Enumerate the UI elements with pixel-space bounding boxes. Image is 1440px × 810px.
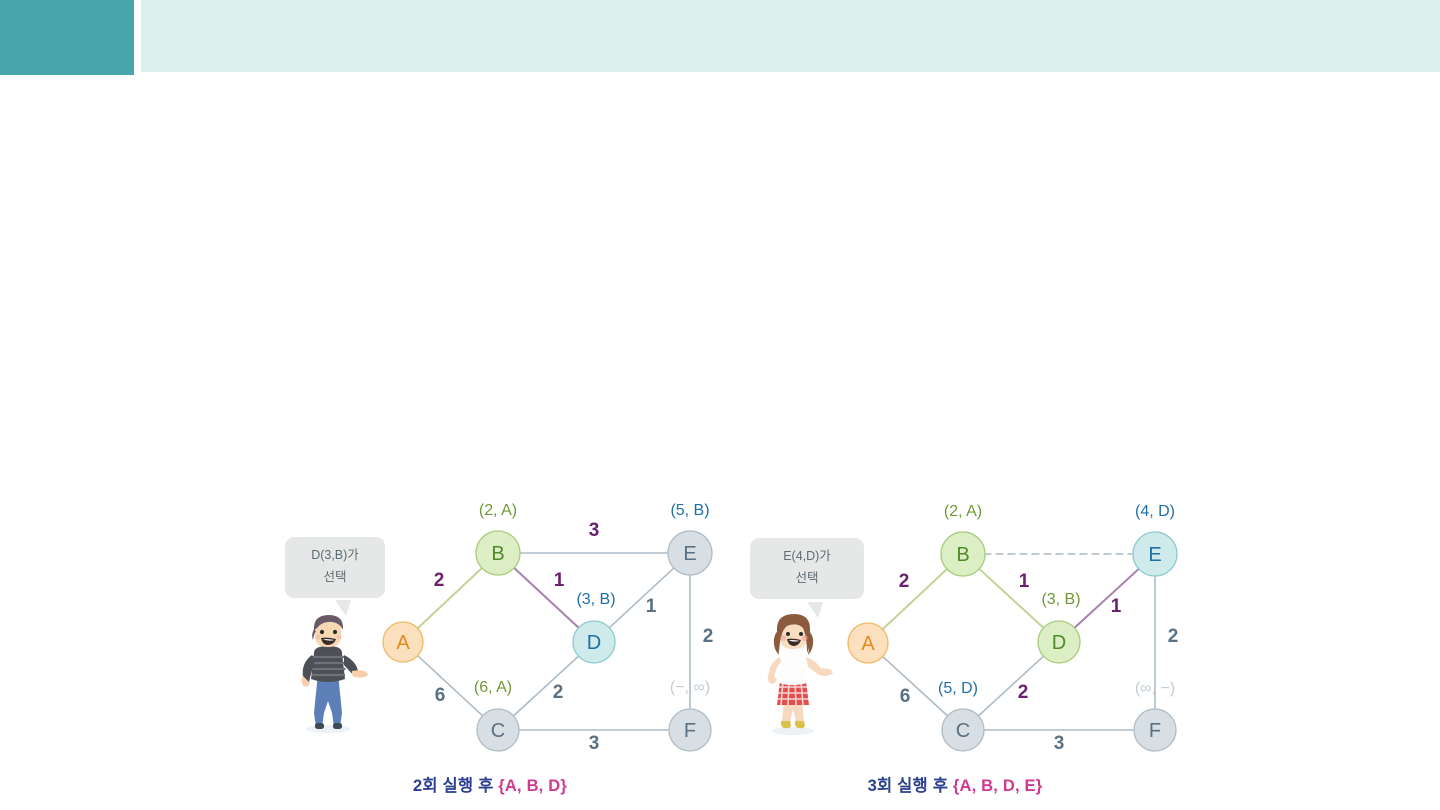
edge-weight-a-b: 2 [899, 571, 910, 592]
graph-node-d: D [572, 620, 616, 664]
graph-node-f: F [668, 708, 712, 752]
edge-weight-b-d: 1 [554, 570, 565, 591]
caption-visited-set: {A, B, D} [498, 777, 567, 795]
graph-node-b: B [475, 530, 521, 576]
node-distance-label-f: (−, ∞) [670, 679, 710, 696]
graph-node-e: E [1132, 531, 1178, 577]
graph-node-label-b: B [491, 543, 504, 565]
edge-weight-c-d: 2 [1018, 682, 1029, 703]
graph-node-label-b: B [956, 544, 969, 566]
graph-node-label-f: F [684, 720, 696, 742]
edge-weight-c-d: 2 [553, 682, 564, 703]
graph-node-a: A [847, 622, 889, 664]
caption-iteration-text: 2회 실행 후 [413, 777, 499, 795]
edge-weight-d-e: 1 [1111, 596, 1122, 617]
edge-weight-c-f: 3 [589, 733, 600, 754]
node-distance-label-c: (5, D) [938, 680, 978, 697]
speech-bubble-tail [335, 600, 351, 616]
edge-weight-b-e: 3 [589, 520, 600, 541]
graph-edge-b-d [977, 567, 1046, 630]
graph-node-label-d: D [587, 632, 601, 654]
graph-node-c: C [476, 708, 520, 752]
dijkstra-step-panel-2: 2 6 3 1 2 3 1 2 (2, A) (6, A) (3, B) (5, B) (−, ∞) A B… [260, 75, 740, 810]
panel-caption: 2회 실행 후 {A, B, D} [413, 772, 567, 796]
speech-bubble-line-1: D(3,B)가 [311, 548, 359, 562]
graph-node-f: F [1133, 708, 1177, 752]
graph-node-label-c: C [491, 720, 505, 742]
slide-content: 2 6 3 1 2 3 1 2 (2, A) (6, A) (3, B) (5, B) (−, ∞) A B… [0, 75, 1440, 810]
graph-node-label-a: A [396, 632, 410, 654]
node-distance-label-f: (∞, −) [1135, 680, 1175, 697]
edge-weight-e-f: 2 [703, 626, 714, 647]
graph-edge-d-e [607, 566, 676, 630]
speech-bubble-line-2: 선택 [795, 570, 819, 585]
edge-weight-a-c: 6 [900, 686, 911, 707]
graph-node-label-c: C [956, 720, 970, 742]
girl-character [767, 614, 833, 735]
graph-edge-c-d [511, 654, 581, 718]
edge-weight-d-e: 1 [646, 596, 657, 617]
graph-node-b: B [940, 531, 986, 577]
edge-weight-b-d: 1 [1019, 571, 1030, 592]
graph-edge-a-b [415, 566, 484, 631]
graph-edge-b-d [512, 566, 581, 630]
graph-node-label-a: A [861, 633, 875, 655]
graph-node-label-e: E [683, 543, 696, 565]
panel-caption: 3회 실행 후 {A, B, D, E} [868, 772, 1043, 796]
graph-node-label-e: E [1148, 544, 1161, 566]
graph-edge-a-c [416, 654, 485, 718]
graph-edge-a-b [880, 567, 949, 632]
node-distance-label-e: (4, D) [1135, 503, 1175, 520]
edge-weight-a-b: 2 [434, 570, 445, 591]
speech-bubble-line-2: 선택 [323, 569, 347, 584]
graph-canvas: 2 6 1 2 3 1 2 (2, A) (5, D) (3, B) (4, D) (∞, −) A B C… [767, 503, 1179, 754]
edge-weight-c-f: 3 [1054, 733, 1065, 754]
edge-weight-a-c: 6 [435, 685, 446, 706]
graph-node-c: C [941, 708, 985, 752]
graph-canvas: 2 6 3 1 2 3 1 2 (2, A) (6, A) (3, B) (5, B) (−, ∞) A B… [301, 502, 714, 754]
speech-bubble-tail [807, 602, 823, 618]
graph-node-label-d: D [1052, 632, 1066, 654]
boy-character [301, 615, 368, 733]
node-distance-label-c: (6, A) [474, 679, 512, 696]
header-title-band [141, 0, 1440, 72]
graph-node-a: A [382, 621, 424, 663]
header-accent-block [0, 0, 134, 75]
edge-weight-e-f: 2 [1168, 626, 1179, 647]
graph-edge-c-d [976, 654, 1046, 718]
caption-iteration-text: 3회 실행 후 [867, 777, 953, 795]
node-distance-label-d: (3, B) [1041, 591, 1080, 608]
graph-node-d: D [1037, 620, 1081, 664]
node-distance-label-e: (5, B) [670, 502, 709, 519]
slide-header [0, 0, 1440, 75]
graph-node-label-f: F [1149, 720, 1161, 742]
graph-edge-d-e [1072, 567, 1141, 630]
node-distance-label-b: (2, A) [479, 502, 517, 519]
caption-visited-set: {A, B, D, E} [952, 777, 1043, 795]
node-distance-label-d: (3, B) [576, 591, 615, 608]
graph-edge-a-c [881, 655, 950, 718]
node-distance-label-b: (2, A) [944, 503, 982, 520]
graph-node-e: E [667, 530, 713, 576]
speech-bubble-line-1: E(4,D)가 [783, 549, 831, 563]
dijkstra-step-panel-3: 2 6 1 2 3 1 2 (2, A) (5, D) (3, B) (4, D) (∞, −) A B C… [725, 75, 1205, 810]
